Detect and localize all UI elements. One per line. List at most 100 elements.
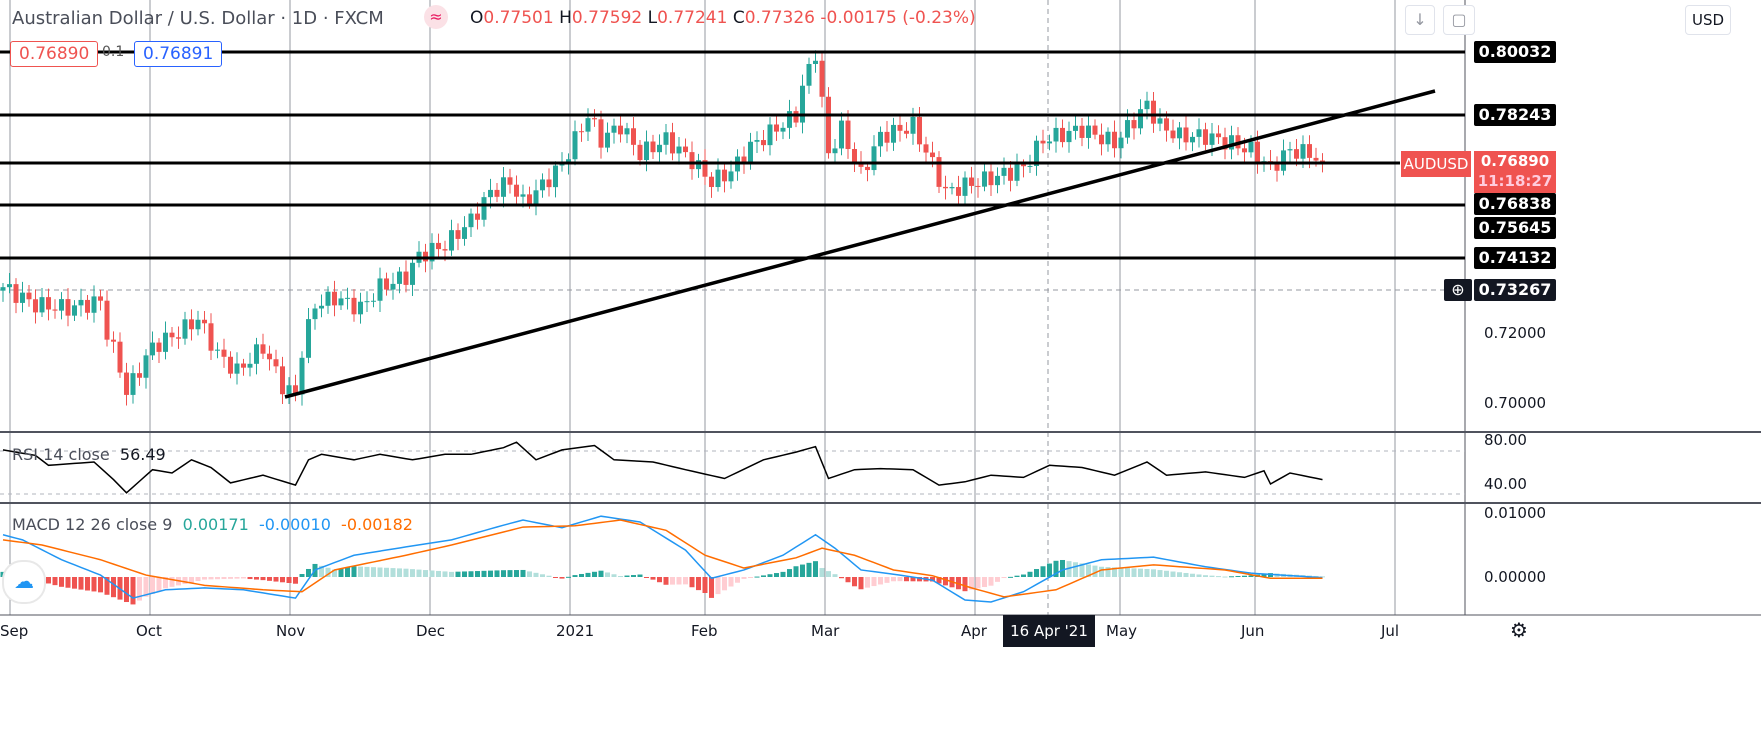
macd-histogram-bar	[124, 577, 129, 603]
candle-down	[904, 130, 909, 134]
candle-up	[962, 177, 968, 196]
candle-up	[462, 227, 467, 239]
candle-up	[1300, 144, 1306, 159]
candle-down	[741, 156, 747, 164]
macd-histogram-bar	[637, 574, 643, 577]
change-value: -0.00175 (-0.23%)	[820, 8, 976, 28]
macd-histogram-bar	[1053, 560, 1059, 577]
candle-up	[312, 308, 318, 320]
candle-down	[618, 125, 623, 135]
macd-histogram-bar	[657, 577, 662, 583]
macd-histogram-bar	[650, 577, 656, 580]
macd-histogram-bar	[1177, 572, 1182, 577]
candle-down	[592, 118, 597, 120]
macd-histogram-bar	[208, 577, 214, 580]
candle-up	[20, 292, 25, 303]
date-tick: Dec	[416, 622, 446, 640]
candle-down	[65, 299, 71, 316]
candle-down	[98, 296, 103, 301]
candle-up	[1281, 150, 1286, 171]
macd-histogram-bar	[215, 577, 220, 580]
candle-up	[624, 128, 630, 135]
candle-down	[1092, 125, 1098, 135]
candle-down	[384, 278, 389, 290]
candle-down	[169, 332, 175, 338]
settings-gear-icon[interactable]: ⚙	[1510, 618, 1528, 642]
macd-histogram-bar	[1066, 561, 1072, 577]
macd-histogram-bar	[273, 577, 279, 582]
macd-histogram-bar	[247, 577, 253, 580]
candle-up	[1229, 135, 1234, 150]
macd-histogram-bar	[858, 577, 864, 590]
macd-histogram-bar	[1092, 565, 1098, 577]
macd-histogram-bar	[1248, 575, 1254, 577]
candle-down	[104, 300, 110, 340]
macd-histogram-bar	[1190, 573, 1195, 577]
candle-down	[936, 157, 942, 187]
candle-down	[280, 366, 285, 395]
macd-histogram-bar	[1261, 573, 1267, 577]
macd-histogram-bar	[1112, 567, 1117, 577]
macd-histogram-bar	[98, 577, 103, 593]
macd-histogram-bar	[306, 568, 311, 577]
macd-histogram-bar	[254, 577, 259, 580]
macd-histogram-bar	[702, 577, 708, 593]
candle-down	[631, 128, 636, 145]
macd-hist-value: 0.00171	[182, 515, 249, 534]
add-alert-plus-icon[interactable]: ⊕	[1444, 279, 1472, 301]
symbol-label: AUDUSD	[1401, 151, 1471, 177]
candle-up	[605, 132, 610, 148]
sell-button[interactable]: 0.76890	[10, 41, 99, 67]
bar-countdown: 11:18:27	[1477, 172, 1553, 190]
candle-up	[572, 131, 578, 160]
macd-histogram-bar	[774, 573, 779, 577]
symbol-title[interactable]: Australian Dollar / U.S. Dollar · 1D · F…	[12, 8, 384, 29]
macd-histogram-bar	[267, 577, 272, 581]
macd-histogram-bar	[1164, 570, 1169, 577]
macd-histogram-bar	[917, 577, 922, 582]
indicator-wave-icon[interactable]: ≈	[424, 5, 448, 29]
candle-down	[598, 119, 604, 148]
candle-up	[1138, 109, 1143, 129]
candle-up	[364, 301, 370, 303]
macd-histogram-bar	[202, 577, 207, 580]
candle-down	[221, 349, 227, 357]
candle-up	[338, 298, 344, 306]
candle-up	[325, 291, 331, 306]
fullscreen-icon[interactable]: ▢	[1443, 5, 1475, 35]
candle-up	[306, 319, 311, 358]
candle-up	[910, 116, 916, 134]
macd-histogram-bar	[137, 577, 142, 601]
trendline	[284, 89, 1436, 399]
candle-up	[1144, 100, 1150, 110]
candle-down	[546, 179, 552, 188]
tradingview-logo-icon[interactable]: ☁	[2, 560, 46, 604]
currency-button[interactable]: USD	[1685, 5, 1731, 35]
candle-up	[657, 144, 662, 153]
candle-down	[33, 299, 38, 313]
macd-histogram-bar	[767, 574, 773, 577]
scroll-down-icon[interactable]: ↓	[1405, 5, 1435, 35]
signal-value: -0.00182	[341, 515, 413, 534]
macd-histogram-bar	[546, 575, 552, 577]
candle-up	[150, 342, 155, 356]
candle-down	[1099, 134, 1104, 145]
candle-down	[1060, 127, 1065, 143]
candle-down	[774, 124, 779, 132]
macd-histogram-bar	[592, 571, 597, 577]
current-price-label: 0.76890 11:18:27	[1474, 151, 1556, 193]
macd-histogram-bar	[397, 568, 402, 577]
rsi-value: 56.49	[119, 445, 166, 464]
candle-up	[1034, 140, 1039, 166]
candle-up	[715, 169, 721, 188]
candle-down	[267, 353, 272, 360]
macd-label: MACD 12 26 close 9	[12, 515, 173, 534]
candle-down	[85, 299, 90, 313]
candle-down	[1040, 140, 1046, 144]
macd-histogram-bar	[1131, 568, 1137, 577]
macd-histogram-bar	[722, 577, 727, 591]
macd-histogram-bar	[598, 570, 604, 577]
buy-button[interactable]: 0.76891	[134, 41, 223, 67]
candle-down	[670, 132, 675, 154]
